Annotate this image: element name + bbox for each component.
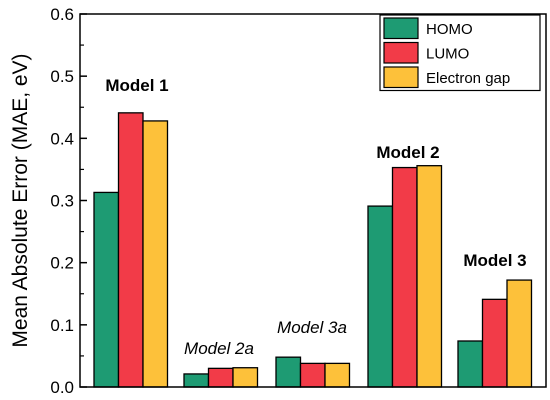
annotation-model-1: Model 1 (105, 76, 168, 95)
bar-lumo-5 (481, 298, 508, 388)
legend-swatch-lumo (383, 41, 419, 64)
annotation-model-3a: Model 3a (277, 318, 347, 337)
bar-electron-gap-5 (506, 279, 533, 388)
annotation-model-2: Model 2 (376, 143, 439, 162)
bar-electron-gap-2 (232, 367, 259, 388)
y-tick-label: 0.6 (50, 5, 74, 24)
bar-homo-1 (93, 191, 120, 388)
bar-homo-5 (457, 340, 484, 388)
bar-lumo-2 (207, 367, 234, 388)
annotation-model-3: Model 3 (463, 251, 526, 270)
y-tick-label: 0.2 (50, 254, 74, 273)
legend-swatch-homo (383, 17, 419, 40)
bar-electron-gap-4 (416, 165, 443, 388)
bar-lumo-3 (299, 362, 326, 388)
bar-lumo-4 (391, 166, 418, 388)
bar-electron-gap-3 (324, 362, 351, 388)
y-tick-label: 0.3 (50, 192, 74, 211)
annotation-model-2a: Model 2a (184, 339, 254, 358)
bar-homo-2 (183, 373, 210, 388)
legend-swatch-electron-gap (383, 66, 419, 89)
bar-lumo-1 (117, 112, 144, 388)
bar-homo-4 (367, 205, 394, 388)
legend-label-lumo: LUMO (426, 46, 469, 63)
y-axis-title: Mean Absolute Error (MAE, eV) (9, 53, 32, 347)
y-tick-label: 0.1 (50, 316, 74, 335)
y-tick-label: 0.4 (50, 129, 74, 148)
y-tick-label: 0.0 (50, 378, 74, 397)
legend-label-electron-gap: Electron gap (426, 70, 510, 87)
bar-homo-3 (275, 356, 302, 388)
bar-electron-gap-1 (142, 120, 169, 388)
y-tick-label: 0.5 (50, 67, 74, 86)
legend-label-homo: HOMO (426, 21, 473, 38)
